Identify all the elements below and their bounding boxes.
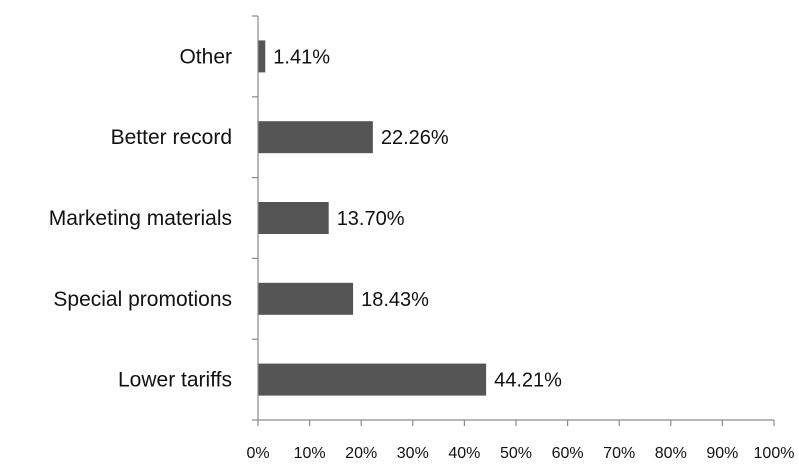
x-tick-label: 70% [603,445,635,462]
x-tick-label: 10% [294,445,326,462]
x-tick-label: 30% [397,445,429,462]
value-label-other: 1.41% [273,46,330,68]
value-label-special-promotions: 18.43% [361,289,429,311]
bar-marketing-materials [258,202,329,234]
category-label-marketing-materials: Marketing materials [49,207,232,230]
bar-better-record [258,121,373,154]
value-label-lower-tariffs: 44.21% [494,370,562,392]
x-tick-label: 20% [345,445,377,462]
x-tick-label: 0% [246,445,269,462]
axes-layer [252,15,775,426]
value-label-marketing-materials: 13.70% [337,208,405,230]
bar-lower-tariffs [258,363,487,396]
value-label-better-record: 22.26% [381,127,449,149]
category-label-better-record: Better record [111,126,232,149]
x-tick-label: 80% [655,445,687,462]
category-label-lower-tariffs: Lower tariffs [118,369,232,392]
category-label-special-promotions: Special promotions [53,288,232,311]
bar-other [258,40,266,73]
x-tick-label: 90% [706,445,738,462]
x-tick-label: 50% [500,445,532,462]
x-tick-label: 100% [754,445,795,462]
labels-layer: Lower tariffs 44.21% Special promotions 18.… [49,45,795,462]
x-tick-label: 40% [448,445,480,462]
bars-layer [258,40,487,396]
category-label-other: Other [179,45,232,68]
bar-special-promotions [258,282,354,315]
x-tick-label: 60% [552,445,584,462]
